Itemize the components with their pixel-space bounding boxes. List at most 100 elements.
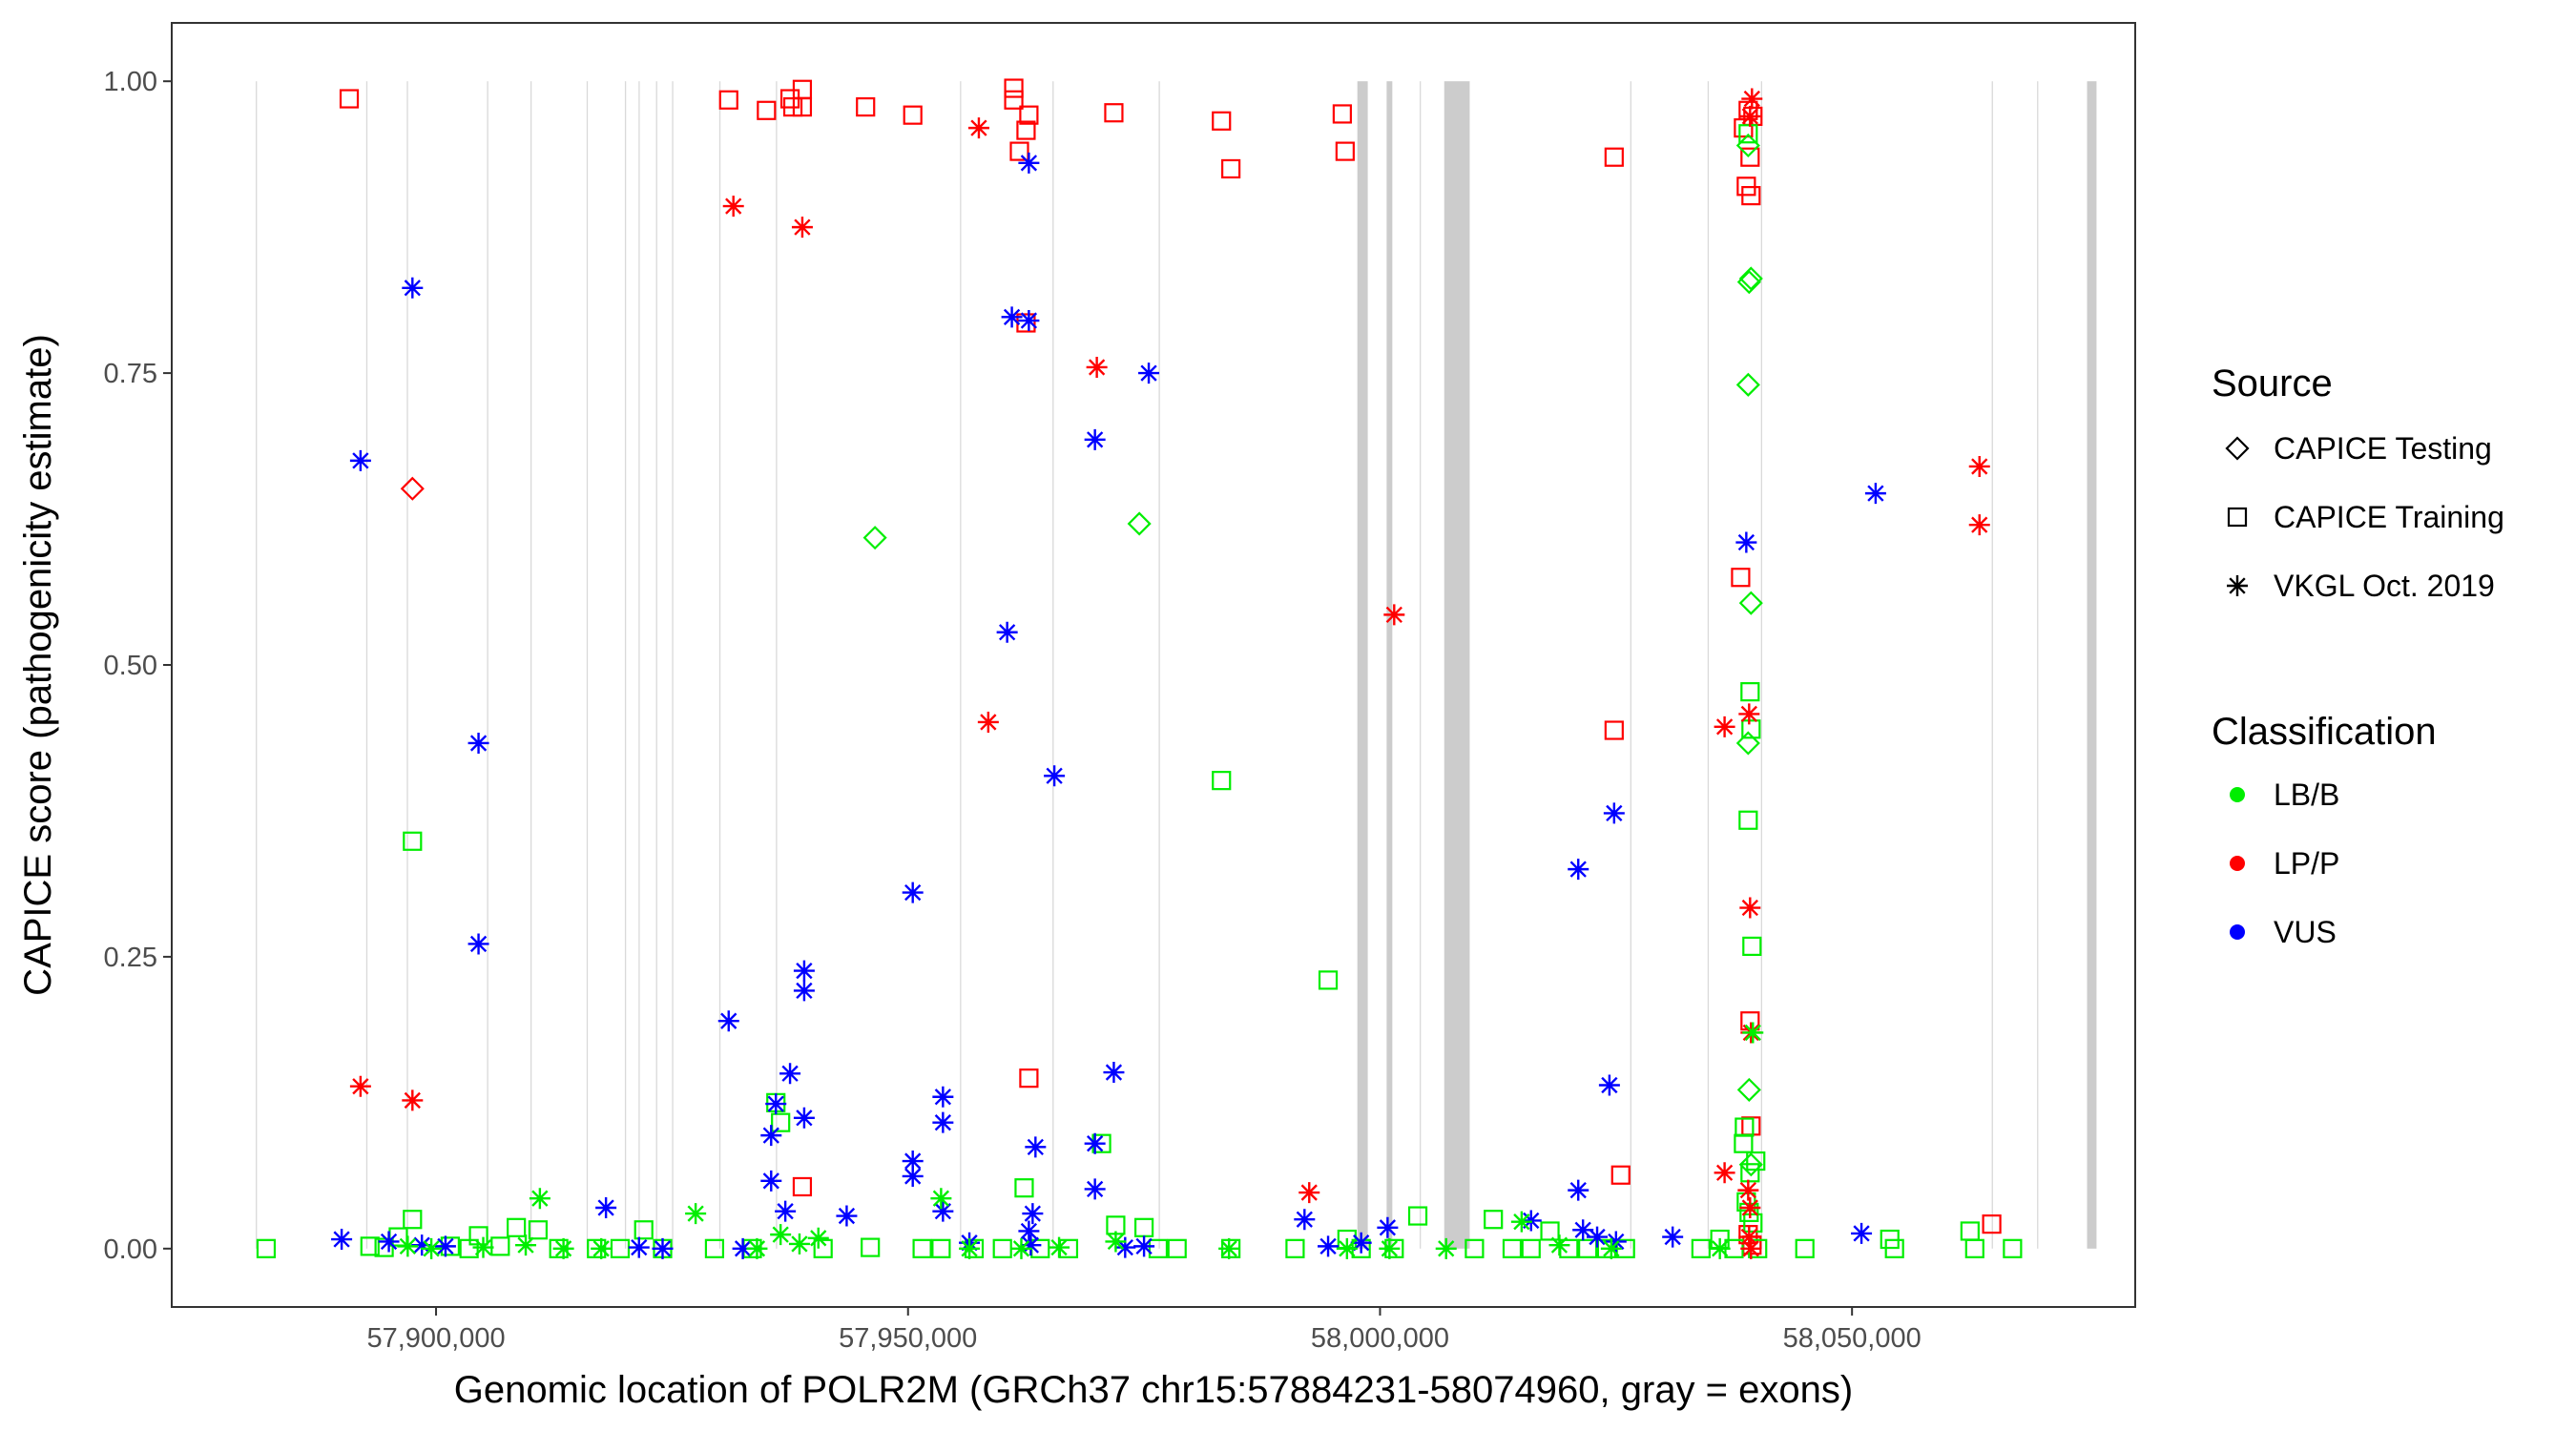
legend-source-label: CAPICE Testing <box>2274 431 2492 466</box>
data-point <box>932 1111 954 1133</box>
legend: Source CAPICE Testing CAPICE Training VKGL… <box>2212 363 2504 949</box>
legend-class-label: LP/P <box>2274 846 2339 881</box>
data-point <box>468 1226 488 1246</box>
exon-band <box>406 81 408 1249</box>
data-point <box>836 1205 858 1227</box>
data-point <box>1018 310 1040 332</box>
data-point <box>912 1238 932 1258</box>
y-axis-title: CAPICE score (pathogenicity estimate) <box>17 334 59 996</box>
exon-band <box>1420 81 1422 1249</box>
data-point <box>1604 147 1624 167</box>
exon-band <box>655 81 657 1249</box>
data-point <box>1741 185 1761 206</box>
data-point <box>1736 270 1761 295</box>
data-point <box>467 732 489 754</box>
data-point <box>652 1237 674 1259</box>
exon-band <box>672 81 674 1249</box>
exon-band <box>1444 81 1470 1249</box>
data-point <box>902 881 924 903</box>
exon-band <box>2087 81 2097 1249</box>
data-point <box>402 1089 424 1111</box>
data-point <box>1335 141 1355 161</box>
series-vkgl-oct-2019-lbb <box>397 1022 1764 1259</box>
data-point <box>1383 604 1405 626</box>
data-point <box>718 90 738 110</box>
data-point <box>595 1196 617 1218</box>
data-point <box>1019 105 1039 125</box>
data-point <box>792 1176 813 1197</box>
data-point <box>1738 266 1763 291</box>
data-point <box>1103 1062 1125 1084</box>
data-point <box>1738 591 1763 615</box>
legend-source-title: Source <box>2212 363 2333 404</box>
exon-band <box>487 81 488 1249</box>
data-point <box>1968 455 1990 477</box>
data-point <box>1510 1211 1532 1233</box>
series-capice-testing-lbb <box>862 133 1763 1177</box>
data-point <box>1739 897 1761 919</box>
data-point <box>1738 703 1760 725</box>
data-point <box>813 1238 833 1258</box>
data-point <box>1864 483 1886 505</box>
data-point <box>902 1151 924 1172</box>
legend-source-label: VKGL Oct. 2019 <box>2274 569 2495 603</box>
data-point <box>360 1236 380 1256</box>
data-point <box>1568 1179 1589 1201</box>
data-point <box>1738 810 1758 830</box>
data-point <box>1662 1226 1684 1248</box>
data-point <box>862 526 887 550</box>
data-point <box>1502 1238 1523 1258</box>
y-tick-label: 0.75 <box>104 359 157 389</box>
data-point <box>1587 1226 1609 1248</box>
data-point <box>1379 1237 1401 1259</box>
legend-class-title: Classification <box>2212 711 2437 753</box>
exon-band <box>1357 81 1368 1249</box>
data-point <box>757 100 777 120</box>
series-vkgl-oct-2019-vus <box>331 152 1886 1259</box>
data-point <box>1084 1132 1106 1154</box>
data-point <box>771 1112 791 1132</box>
data-point <box>628 1236 650 1258</box>
data-point <box>792 97 813 117</box>
data-point <box>930 1188 952 1210</box>
data-point <box>378 1231 400 1253</box>
data-point <box>1735 731 1760 756</box>
exon-band <box>1707 81 1710 1249</box>
data-point <box>2003 1238 2023 1258</box>
data-point <box>1610 1165 1631 1185</box>
data-point <box>403 1210 423 1230</box>
data-point <box>932 1086 954 1108</box>
data-point <box>1604 720 1624 740</box>
data-point <box>1540 1221 1560 1241</box>
data-point <box>374 1237 394 1257</box>
data-point <box>1016 120 1036 140</box>
data-point <box>760 1125 782 1147</box>
point-layer <box>256 78 2023 1259</box>
data-point <box>1010 1237 1032 1259</box>
exon-layer <box>256 81 2097 1249</box>
data-point <box>788 1233 810 1255</box>
legend-key-diamond <box>2225 436 2250 461</box>
plot-panel-background <box>172 23 2135 1307</box>
data-point <box>1484 1210 1504 1230</box>
data-point <box>1740 147 1760 167</box>
data-point <box>1318 970 1339 990</box>
exon-band <box>365 81 368 1249</box>
series-capice-testing-lpp <box>400 476 425 501</box>
data-point <box>331 1229 353 1251</box>
data-point <box>1968 514 1990 536</box>
legend-class-label: VUS <box>2274 915 2337 949</box>
data-point <box>1018 1220 1040 1242</box>
data-point <box>779 1063 801 1085</box>
legend-key-asterisk <box>2227 575 2248 596</box>
data-point <box>490 1236 510 1256</box>
data-point <box>793 960 815 982</box>
legend-source-label: CAPICE Training <box>2274 500 2504 534</box>
data-point <box>1212 111 1232 131</box>
data-point <box>1735 531 1757 553</box>
exon-band <box>530 81 532 1249</box>
data-point <box>1739 1196 1761 1218</box>
data-point <box>403 831 423 851</box>
data-point <box>1578 1238 1598 1258</box>
data-point <box>434 1235 456 1257</box>
